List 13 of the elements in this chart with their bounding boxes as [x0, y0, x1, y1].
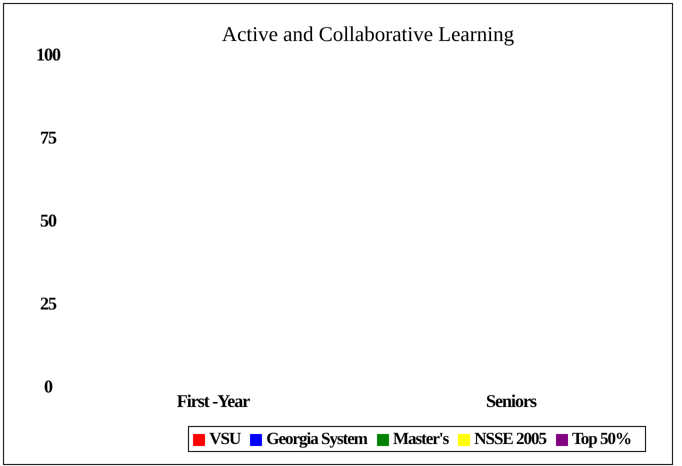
y-tick-label: 25	[40, 293, 57, 314]
legend-label: Master's	[392, 429, 448, 448]
x-tick-label: Seniors	[486, 390, 537, 411]
legend-label: NSSE 2005	[474, 429, 546, 448]
legend-label: Top 50%	[572, 429, 631, 448]
chart-title: Active and Collaborative Learning	[220, 22, 516, 47]
legend-label: VSU	[209, 429, 240, 448]
x-tick-label: First -Year	[176, 390, 250, 411]
legend-label: Georgia System	[266, 429, 367, 448]
y-tick-label: 75	[40, 127, 57, 148]
y-tick-label: 100	[36, 44, 61, 64]
y-tick-label: 0	[44, 376, 53, 396]
y-tick-label: 50	[40, 210, 57, 230]
